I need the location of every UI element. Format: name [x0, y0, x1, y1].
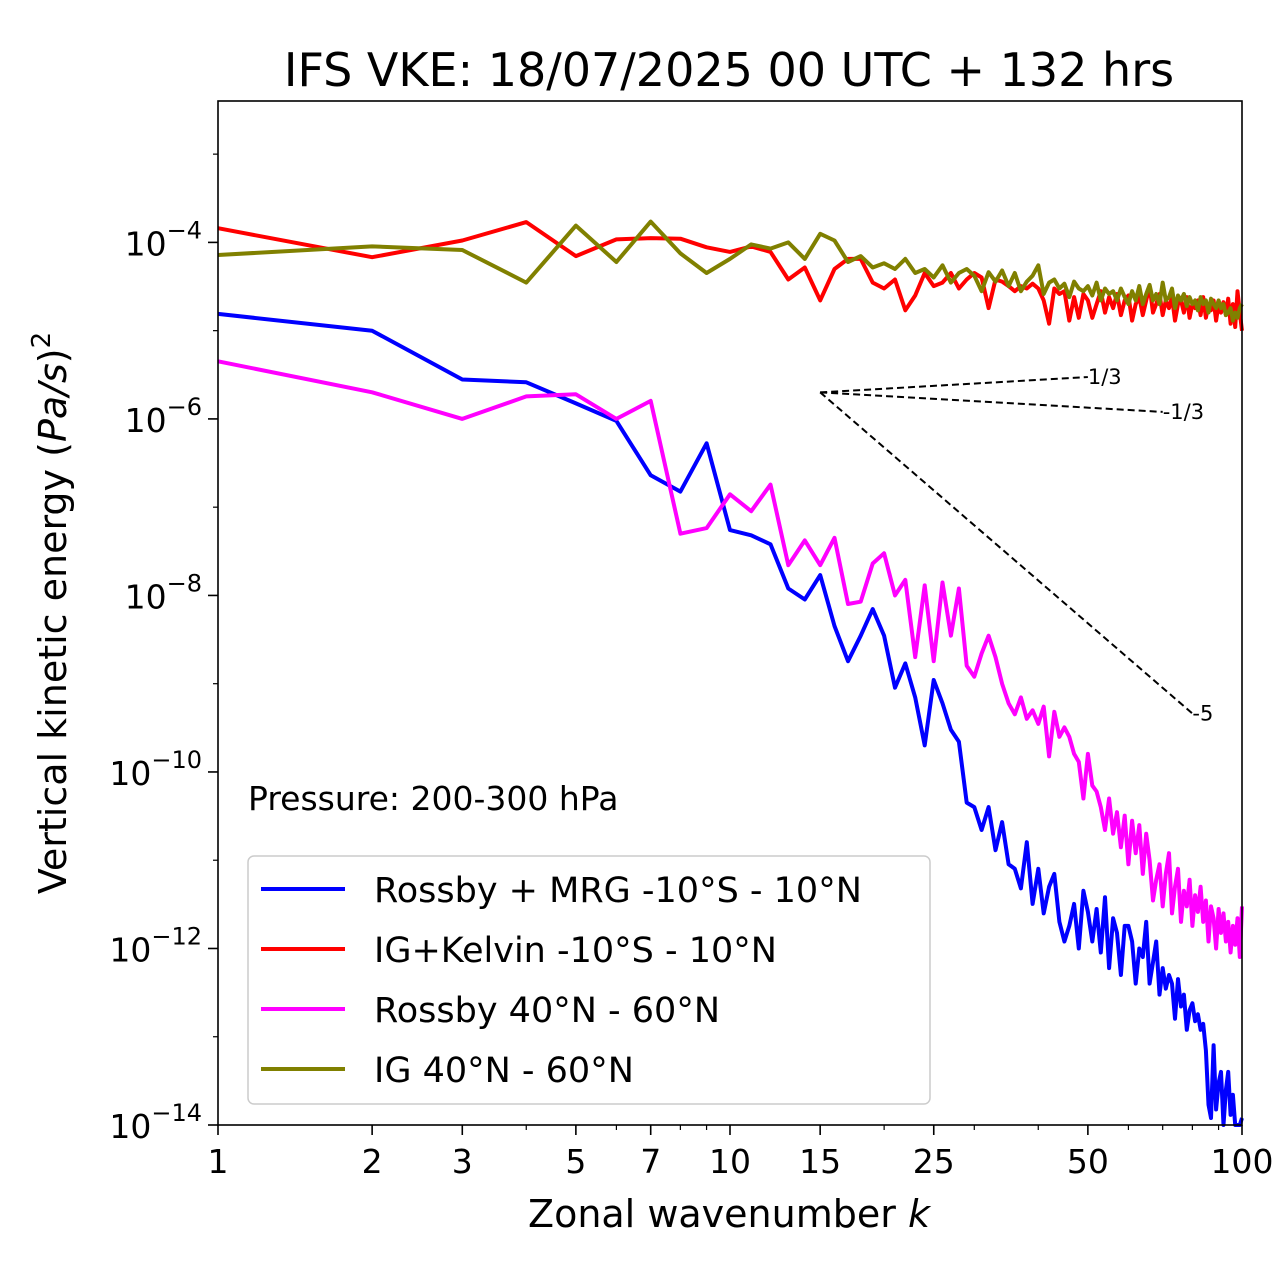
x-tick-label: 15: [799, 1142, 841, 1181]
x-axis-label: Zonal wavenumber k: [528, 1192, 932, 1236]
legend: Rossby + MRG -10°S - 10°N IG+Kelvin -10°S…: [247, 855, 931, 1105]
slope-line-2: [820, 391, 1163, 413]
y-axis-ticks: 10−4 10−6 10−8 10−10 10−12 10−14: [109, 153, 218, 1146]
pressure-annotation: Pressure: 200-300 hPa: [248, 779, 618, 818]
y-tick-label: 10−14: [109, 1099, 202, 1146]
slope-label-3: -5: [1192, 701, 1213, 725]
chart-title: IFS VKE: 18/07/2025 00 UTC + 132 hrs: [284, 43, 1174, 97]
y-tick-label: 10−12: [109, 922, 202, 969]
x-tick-label: 25: [913, 1142, 955, 1181]
series-line-1: [217, 311, 1244, 1127]
legend-label-2: IG+Kelvin -10°S - 10°N: [374, 931, 777, 971]
y-tick-label: 10−8: [125, 569, 202, 616]
series-line-3: [217, 359, 1244, 959]
y-axis-label: Vertical kinetic energy (Pa/s)2: [27, 332, 75, 894]
x-tick-label: 3: [452, 1142, 473, 1181]
x-tick-label: 100: [1211, 1142, 1274, 1181]
y-tick-label: 10−10: [109, 746, 202, 793]
y-tick-label: 10−6: [125, 393, 202, 440]
slope-label-1: 1/3: [1088, 365, 1122, 389]
legend-label-3: Rossby 40°N - 60°N: [374, 991, 720, 1031]
x-tick-label: 2: [362, 1142, 383, 1181]
x-tick-label: 10: [709, 1142, 751, 1181]
legend-box: [247, 855, 931, 1105]
x-tick-label: 5: [565, 1142, 586, 1181]
data-series: [217, 219, 1244, 1127]
legend-label-4: IG 40°N - 60°N: [374, 1051, 634, 1091]
x-axis-ticks: 1 2 3 5 7 10 15 25 50 100: [208, 1125, 1274, 1181]
y-tick-label: 10−4: [125, 216, 202, 263]
slope-label-2: -1/3: [1163, 400, 1204, 424]
x-tick-label: 50: [1067, 1142, 1109, 1181]
slope-line-3: [819, 391, 1194, 715]
slope-line-1: [820, 376, 1088, 394]
legend-label-1: Rossby + MRG -10°S - 10°N: [374, 871, 862, 911]
series-line-4: [217, 219, 1244, 323]
x-tick-label: 1: [208, 1142, 229, 1181]
x-tick-label: 7: [640, 1142, 661, 1181]
reference-slopes: 1/3 -1/3 -5: [819, 365, 1213, 725]
